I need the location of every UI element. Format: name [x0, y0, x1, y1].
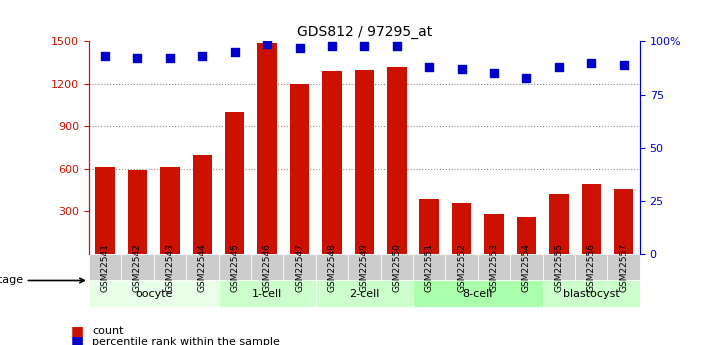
Text: 2-cell: 2-cell	[349, 289, 380, 299]
Point	[229, 49, 240, 55]
Bar	[484, 214, 504, 254]
Point	[488, 70, 500, 76]
FancyBboxPatch shape	[478, 254, 510, 280]
Text: oocyte: oocyte	[135, 289, 173, 299]
Text: GSM22546: GSM22546	[262, 243, 272, 292]
FancyBboxPatch shape	[316, 280, 413, 307]
Point	[294, 45, 305, 50]
Bar	[290, 84, 309, 254]
Text: GSM22550: GSM22550	[392, 243, 401, 292]
Point	[132, 56, 143, 61]
Text: count: count	[92, 326, 124, 336]
Title: GDS812 / 97295_at: GDS812 / 97295_at	[296, 25, 432, 39]
Bar	[193, 155, 212, 254]
Text: percentile rank within the sample: percentile rank within the sample	[92, 337, 280, 345]
Text: 8-cell: 8-cell	[463, 289, 493, 299]
FancyBboxPatch shape	[510, 254, 542, 280]
Text: GSM22552: GSM22552	[457, 243, 466, 292]
FancyBboxPatch shape	[186, 254, 218, 280]
Text: GSM22557: GSM22557	[619, 243, 629, 292]
Text: development stage: development stage	[0, 276, 84, 285]
Bar	[549, 195, 569, 254]
Bar	[355, 70, 374, 254]
Text: GSM22547: GSM22547	[295, 243, 304, 292]
Text: GSM22541: GSM22541	[100, 243, 109, 292]
Text: GSM22554: GSM22554	[522, 243, 531, 292]
Point	[100, 53, 111, 59]
Bar	[225, 112, 245, 254]
FancyBboxPatch shape	[316, 254, 348, 280]
Point	[618, 62, 629, 68]
FancyBboxPatch shape	[218, 280, 316, 307]
Text: GSM22553: GSM22553	[490, 243, 498, 292]
FancyBboxPatch shape	[542, 254, 575, 280]
FancyBboxPatch shape	[89, 254, 122, 280]
FancyBboxPatch shape	[413, 280, 542, 307]
Point	[262, 41, 273, 46]
FancyBboxPatch shape	[413, 254, 445, 280]
Text: GSM22556: GSM22556	[587, 243, 596, 292]
Text: 1-cell: 1-cell	[252, 289, 282, 299]
FancyBboxPatch shape	[348, 254, 380, 280]
Text: GSM22545: GSM22545	[230, 243, 239, 292]
Bar	[128, 170, 147, 254]
FancyBboxPatch shape	[122, 254, 154, 280]
Text: GSM22551: GSM22551	[424, 243, 434, 292]
FancyBboxPatch shape	[542, 280, 640, 307]
Point	[553, 64, 565, 70]
Text: GSM22548: GSM22548	[328, 243, 336, 292]
Bar	[582, 185, 601, 254]
Text: GSM22549: GSM22549	[360, 243, 369, 292]
FancyBboxPatch shape	[445, 254, 478, 280]
Bar	[517, 217, 536, 254]
Bar	[419, 199, 439, 254]
Point	[424, 64, 435, 70]
Point	[197, 53, 208, 59]
FancyBboxPatch shape	[89, 280, 218, 307]
Text: GSM22544: GSM22544	[198, 243, 207, 292]
Point	[391, 43, 402, 48]
Point	[520, 75, 532, 80]
Bar	[95, 167, 114, 254]
Point	[586, 60, 597, 66]
Point	[326, 43, 338, 48]
Point	[456, 66, 467, 72]
Bar	[387, 67, 407, 254]
Bar	[452, 203, 471, 254]
Text: GSM22555: GSM22555	[555, 243, 563, 292]
FancyBboxPatch shape	[218, 254, 251, 280]
Bar	[614, 189, 634, 254]
Text: GSM22542: GSM22542	[133, 243, 142, 292]
Text: GSM22543: GSM22543	[166, 243, 174, 292]
Point	[358, 43, 370, 48]
FancyBboxPatch shape	[251, 254, 284, 280]
Text: ■: ■	[71, 324, 84, 338]
Text: blastocyst: blastocyst	[563, 289, 620, 299]
Text: ■: ■	[71, 335, 84, 345]
Bar	[257, 43, 277, 254]
Point	[164, 56, 176, 61]
Bar	[322, 71, 342, 254]
FancyBboxPatch shape	[284, 254, 316, 280]
Bar	[160, 167, 180, 254]
FancyBboxPatch shape	[575, 254, 607, 280]
FancyBboxPatch shape	[380, 254, 413, 280]
FancyBboxPatch shape	[607, 254, 640, 280]
FancyBboxPatch shape	[154, 254, 186, 280]
